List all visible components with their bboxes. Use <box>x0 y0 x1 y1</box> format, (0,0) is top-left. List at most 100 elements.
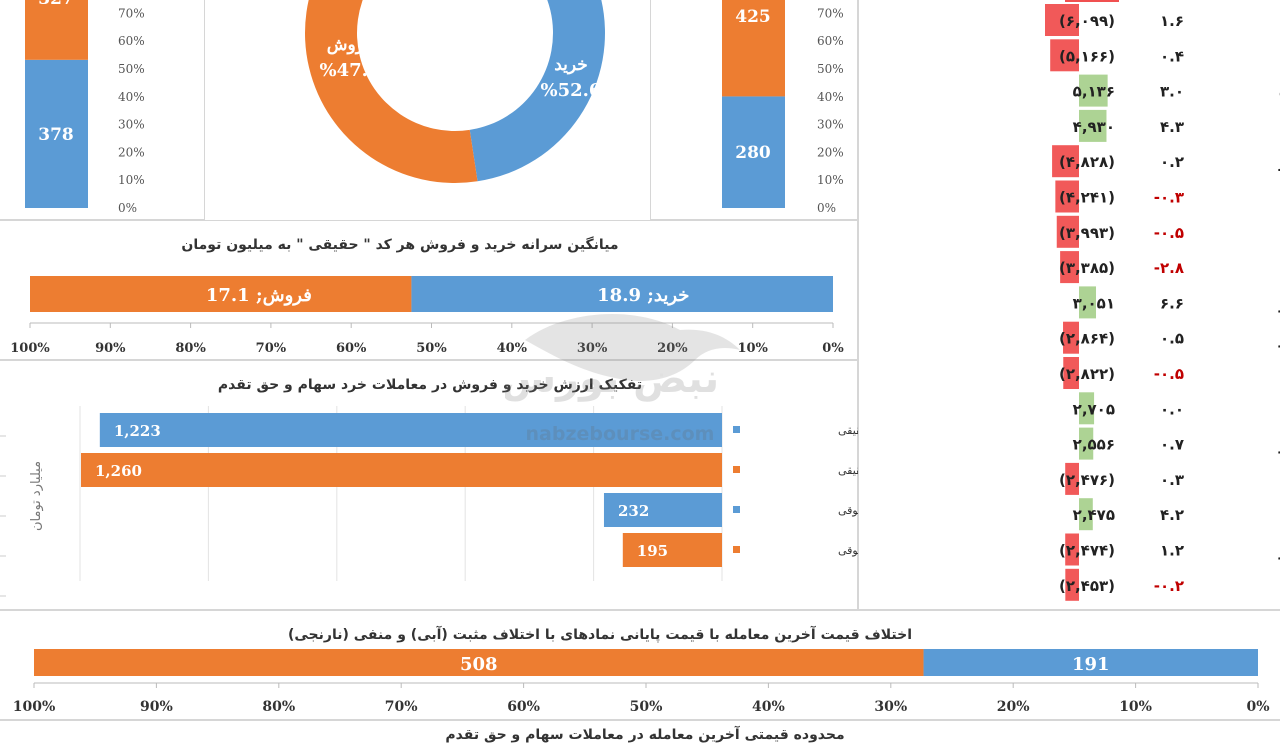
table-change: -۲.۸ <box>1154 259 1184 277</box>
table-value: ۴,۹۳۰ <box>1073 118 1115 136</box>
donut-buy-label: خرید <box>554 55 588 75</box>
table-value-bar <box>1063 321 1079 354</box>
legend-label: ارزش فروش حقوقی <box>838 544 858 557</box>
avg-per-code-panel: میانگین سرانه خرید و فروش هر کد " حقیقی … <box>0 220 858 360</box>
diff-axis-label: 70% <box>385 699 418 715</box>
stack-tick-label: 30% <box>118 118 145 132</box>
price-range-panel: محدوده قیمتی آخرین معامله در معاملات سها… <box>0 720 1280 750</box>
table-change: ۰.۵ <box>1160 330 1184 348</box>
table-change: ۰.۳ <box>1160 471 1184 489</box>
table-value-bar <box>1079 498 1093 531</box>
legend-swatch <box>733 506 740 513</box>
top-left-stack-chart: 70% 60% 50% 40% 30% 20% 10% 0% 378 327 <box>25 0 145 215</box>
stack-tick-label: 70% <box>817 6 844 20</box>
avg-axis-label: 10% <box>737 341 768 356</box>
stack-value-top: 327 <box>38 0 74 9</box>
avg-axis-label: 50% <box>416 341 447 356</box>
avg-per-code-chart: میانگین سرانه خرید و فروش هر کد " حقیقی … <box>10 236 844 356</box>
legend-swatch <box>733 546 740 553</box>
table-value: (۲,۴۷۶) <box>1059 471 1115 489</box>
breakdown-ylabel: میلیارد تومان <box>29 461 44 531</box>
stack-value-top: 425 <box>735 7 771 27</box>
stack-tick-label: 70% <box>118 6 145 20</box>
stack-tick-label: 20% <box>817 145 844 159</box>
avg-panel-title: میانگین سرانه خرید و فروش هر کد " حقیقی … <box>181 236 618 253</box>
table-value-bar <box>1060 251 1079 284</box>
avg-axis-label: 60% <box>336 341 367 356</box>
stack-value-bottom: 280 <box>735 143 771 163</box>
symbols-table-panel: شپنا۱.۶(۶,۰۹۹)کگل۰.۴(۵,۱۶۶)حشکوه۳.۰۵,۱۳۶… <box>858 0 1280 610</box>
diff-negative-label: 508 <box>460 654 498 675</box>
table-value-bar <box>1079 109 1107 142</box>
diff-axis-label: 50% <box>630 699 663 715</box>
diff-axis-label: 90% <box>140 699 173 715</box>
table-change: ۰.۲ <box>1160 153 1184 171</box>
legend-label: ارزش فروش حقیقی <box>838 464 858 477</box>
table-value: (۴,۲۴۱) <box>1059 189 1115 207</box>
table-value-bar <box>1065 568 1079 601</box>
diff-axis-label: 10% <box>1119 699 1152 715</box>
breakdown-bar <box>81 453 722 487</box>
table-value: ۵,۱۳۶ <box>1073 83 1115 101</box>
table-change: ۰.۰ <box>1160 400 1184 418</box>
table-value: (۲,۴۵۳) <box>1059 577 1115 595</box>
price-diff-chart: اختلاف قیمت آخرین معامله با قیمت پایانی … <box>13 625 1270 715</box>
table-change: -۰.۵ <box>1154 365 1184 383</box>
stack-tick-label: 20% <box>118 145 145 159</box>
legend-swatch <box>733 426 740 433</box>
table-symbol: فخوز <box>1278 329 1280 348</box>
donut-slice-sell <box>305 0 478 183</box>
table-value-bar <box>1055 180 1079 213</box>
breakdown-panel: تفکیک ارزش خرید و فروش در معاملات خرد سه… <box>0 360 935 610</box>
stack-tick-label: 0% <box>817 201 836 215</box>
table-change: ۴.۲ <box>1160 506 1184 524</box>
diff-axis-label: 40% <box>752 699 785 715</box>
stack-tick-label: 0% <box>118 201 137 215</box>
stack-segment-top <box>25 0 88 60</box>
stack-tick-label: 50% <box>118 62 145 76</box>
stack-value-bottom: 378 <box>38 125 74 145</box>
diff-axis-label: 60% <box>507 699 540 715</box>
table-change: -۰.۵ <box>1154 224 1184 242</box>
stack-tick-label: 60% <box>817 34 844 48</box>
price-range-title: محدوده قیمتی آخرین معامله در معاملات سها… <box>445 727 845 743</box>
top-mid-stack-chart: 280 425 70% 60% 50% 40% 30% 20% 10% 0% <box>722 0 844 215</box>
donut-chart: فروش %47.4 خرید %52.6 <box>305 0 605 183</box>
stack-segment-top <box>722 0 785 97</box>
table-value: (۲,۸۲۲) <box>1059 365 1115 383</box>
price-diff-title: اختلاف قیمت آخرین معامله با قیمت پایانی … <box>288 625 912 643</box>
table-value-bar <box>1079 427 1094 460</box>
table-value-bar <box>1065 462 1079 495</box>
table-value: (۳,۹۹۳) <box>1059 224 1115 242</box>
table-value-bar <box>1079 74 1108 107</box>
table-value-bar <box>1065 533 1079 566</box>
table-value-bar <box>1079 392 1095 425</box>
table-value: ۲,۷۰۵ <box>1073 400 1115 418</box>
table-value-bar <box>1045 4 1079 36</box>
stack-tick-label: 50% <box>817 62 844 76</box>
avg-axis-label: 20% <box>657 341 688 356</box>
diff-axis-label: 80% <box>262 699 295 715</box>
avg-axis-label: 70% <box>256 341 287 356</box>
table-value: ۲,۵۵۶ <box>1073 436 1115 454</box>
table-change: ۳.۰ <box>1160 83 1184 101</box>
avg-bar-buy <box>411 276 833 312</box>
table-value: ۲,۴۷۵ <box>1073 506 1115 524</box>
table-change: ۰.۷ <box>1160 436 1184 454</box>
breakdown-bar <box>603 493 722 527</box>
table-top-red-sliver <box>1065 0 1119 2</box>
diff-axis-label: 30% <box>874 699 907 715</box>
avg-bar-sell <box>30 276 412 312</box>
avg-buy-label: خرید; 18.9 <box>597 285 689 306</box>
breakdown-value-label: 1,260 <box>95 462 142 480</box>
avg-axis-label: 90% <box>95 341 126 356</box>
table-value-bar <box>1056 215 1079 248</box>
table-value: (۶,۰۹۹) <box>1059 12 1115 30</box>
avg-axis-label: 30% <box>577 341 608 356</box>
table-value: ۳,۰۵۱ <box>1073 294 1115 312</box>
breakdown-value-label: 1,223 <box>114 422 161 440</box>
table-value-bar <box>1063 357 1079 389</box>
breakdown-bar <box>622 533 722 567</box>
avg-axis-label: 40% <box>497 341 528 356</box>
stack-tick-label: 60% <box>118 34 145 48</box>
